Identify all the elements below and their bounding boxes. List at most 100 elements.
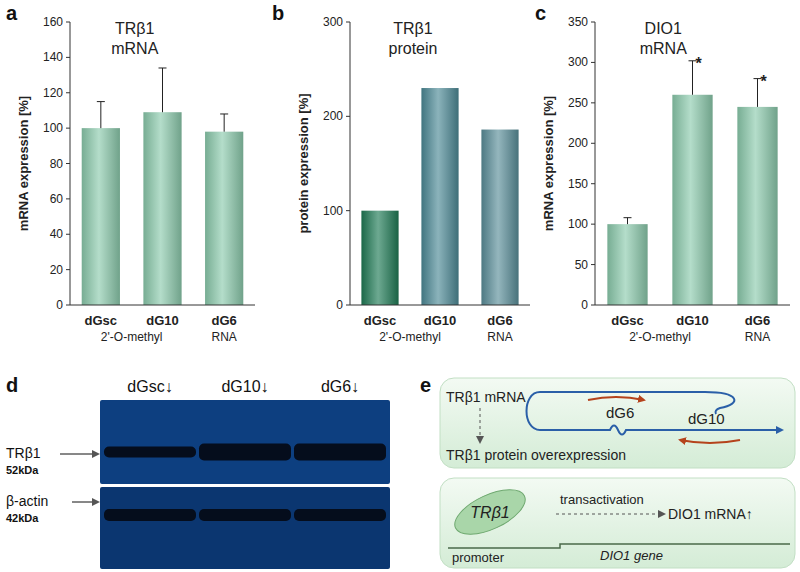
bar xyxy=(737,107,777,305)
panel-label: b xyxy=(272,2,284,24)
y-tick xyxy=(591,305,595,306)
y-tick xyxy=(591,143,595,144)
panel-label: a xyxy=(6,2,18,24)
band xyxy=(199,444,291,461)
flow-arrow xyxy=(556,514,664,515)
x-tick-label: dG6 xyxy=(212,313,237,328)
x-tick-label: dG10 xyxy=(424,313,457,328)
x-tick-label: dGsc xyxy=(85,313,118,328)
title-line: mRNA xyxy=(640,40,687,57)
error-bar xyxy=(627,218,628,224)
y-tick-label: 200 xyxy=(323,109,343,123)
panel-label: d xyxy=(6,374,18,396)
bar xyxy=(205,132,243,305)
y-tick-label: 200 xyxy=(568,136,588,150)
chart-title: TRβ1protein xyxy=(389,20,438,57)
error-bar xyxy=(100,102,101,129)
error-cap xyxy=(624,217,632,218)
mrna-strand xyxy=(527,392,783,435)
bar xyxy=(361,211,398,305)
y-tick-label: 150 xyxy=(568,177,588,191)
lane-label: dG6↓ xyxy=(321,378,359,395)
row-arrow xyxy=(72,502,98,503)
gene-label: DIO1 gene xyxy=(600,548,663,563)
figure: aTRβ1mRNA020406080100120140160dGscdG10dG… xyxy=(0,0,800,572)
diagram-box xyxy=(440,378,795,468)
title-line: TRβ1 xyxy=(393,20,433,37)
band xyxy=(104,447,196,458)
bar xyxy=(481,130,518,305)
error-bar xyxy=(692,61,693,95)
y-axis-label: protein expression [%] xyxy=(296,93,311,233)
group-label: RNA xyxy=(487,330,512,344)
x-tick-label: dGsc xyxy=(611,313,644,328)
blot-image xyxy=(100,400,390,484)
y-tick-label: 160 xyxy=(43,15,63,29)
row-label: TRβ1 xyxy=(6,445,41,461)
y-tick xyxy=(346,210,350,211)
y-tick-label: 40 xyxy=(50,227,64,241)
probe-arrow xyxy=(588,397,644,400)
band xyxy=(104,509,196,521)
y-tick xyxy=(591,22,595,23)
error-cap xyxy=(220,113,228,114)
probe-arrow xyxy=(680,440,740,443)
y-tick-label: 100 xyxy=(568,217,588,231)
chart-panel: aTRβ1mRNA020406080100120140160dGscdG10dG… xyxy=(6,2,255,344)
promoter-label: promoter xyxy=(452,550,505,565)
y-axis xyxy=(595,22,596,305)
outcome-label: TRβ1 protein overexpression xyxy=(446,447,626,463)
mrna-label: TRβ1 mRNA xyxy=(446,389,526,405)
y-tick xyxy=(591,102,595,103)
y-tick-label: 120 xyxy=(43,86,63,100)
diagram-panel: e TRβ1 mRNA dG6 dG10 TRβ1 protein overexpres… xyxy=(420,374,795,568)
y-tick xyxy=(591,62,595,63)
y-tick xyxy=(66,198,70,199)
y-tick-label: 140 xyxy=(43,50,63,64)
bar xyxy=(421,88,458,305)
probe-label: dG6 xyxy=(606,404,634,421)
x-axis xyxy=(350,305,530,306)
x-tick-label: dG6 xyxy=(487,313,512,328)
x-tick-label: dGsc xyxy=(364,313,397,328)
error-bar xyxy=(162,68,163,112)
y-axis-label: mRNA expression [%] xyxy=(541,96,556,231)
target-label: DIO1 mRNA↑ xyxy=(668,506,753,522)
y-tick xyxy=(591,183,595,184)
probe-label: dG10 xyxy=(688,410,725,427)
error-cap xyxy=(159,67,167,68)
x-tick-label: dG6 xyxy=(745,313,770,328)
significance: * xyxy=(761,73,768,90)
bar xyxy=(672,95,712,305)
chart-panel: cDIO1mRNA**050100150200250300350dGscdG10… xyxy=(535,2,790,344)
title-line: TRβ1 xyxy=(115,20,155,37)
y-axis-label: mRNA expression [%] xyxy=(16,96,31,231)
y-tick-label: 20 xyxy=(50,263,64,277)
band xyxy=(199,509,291,521)
protein-label: TRβ1 xyxy=(470,504,509,521)
y-tick-label: 60 xyxy=(50,192,64,206)
y-tick xyxy=(346,305,350,306)
row-arrow xyxy=(60,454,98,455)
y-tick-label: 50 xyxy=(575,258,589,272)
lane-label: dG10↓ xyxy=(221,378,268,395)
group-label: RNA xyxy=(211,330,236,344)
title-line: mRNA xyxy=(111,40,158,57)
blot-panel: ddGsc↓dG10↓dG6↓TRβ152kDaβ-actin42kDa xyxy=(6,374,390,569)
chart-title: TRβ1 mRNA xyxy=(111,20,158,57)
panel-label: e xyxy=(420,374,431,396)
y-tick-label: 300 xyxy=(323,15,343,29)
protein-blob xyxy=(448,481,531,544)
y-tick-label: 250 xyxy=(568,96,588,110)
action-label: transactivation xyxy=(560,492,644,507)
y-tick xyxy=(591,224,595,225)
y-tick-label: 0 xyxy=(336,298,343,312)
y-tick-label: 100 xyxy=(43,121,63,135)
marks xyxy=(607,61,777,305)
marks xyxy=(361,88,518,305)
group-label: RNA xyxy=(745,330,770,344)
y-tick xyxy=(346,116,350,117)
y-tick-label: 0 xyxy=(56,298,63,312)
y-tick xyxy=(66,305,70,306)
size-label: 42kDa xyxy=(6,512,39,524)
